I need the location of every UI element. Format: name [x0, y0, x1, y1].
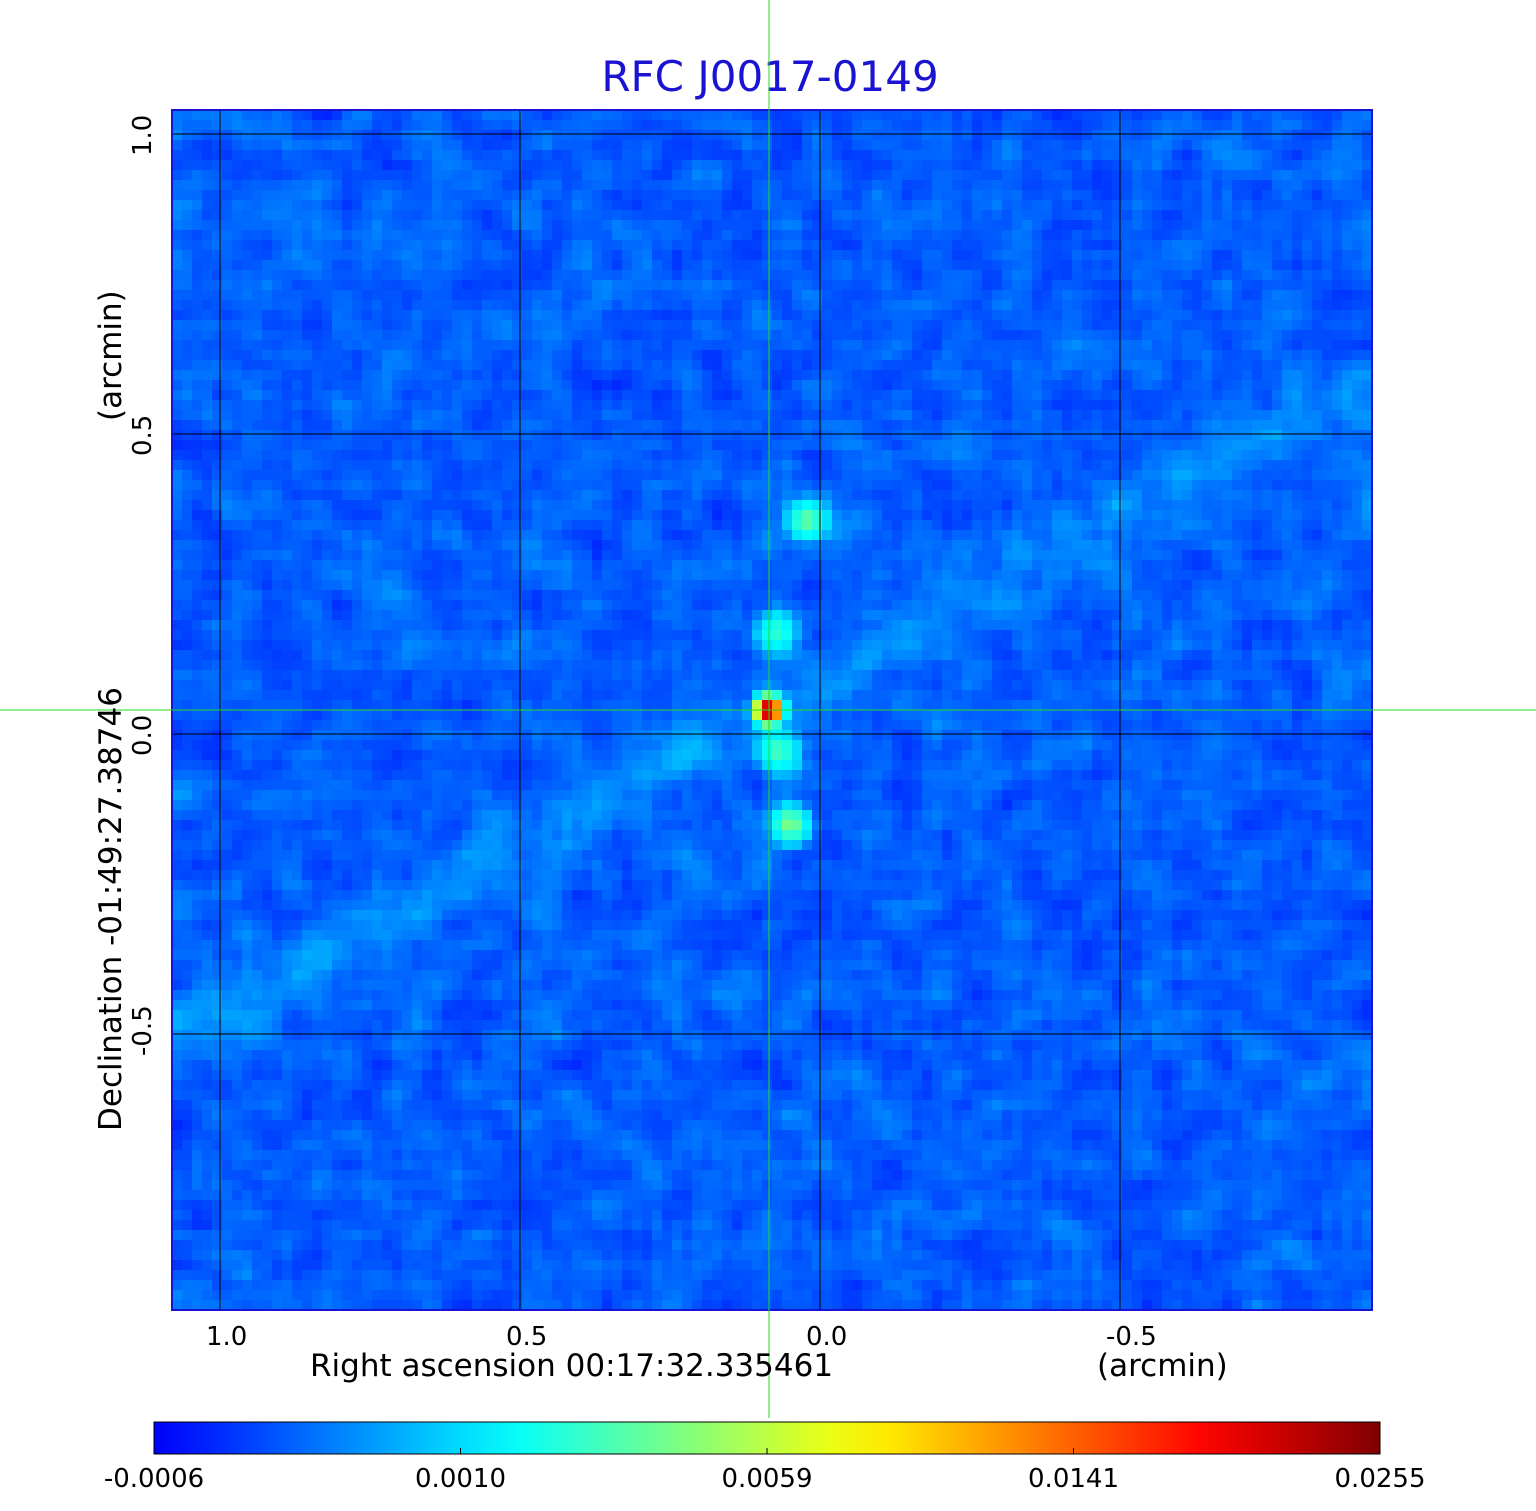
y-axis-unit: (arcmin)	[93, 290, 129, 421]
y-tick-label: 1.0	[128, 114, 158, 156]
x-axis-unit: (arcmin)	[1097, 1348, 1228, 1384]
colorbar-tick-label: 0.0141	[1028, 1464, 1119, 1494]
y-tick-label: -0.5	[128, 1005, 158, 1056]
x-tick-label: -0.5	[1106, 1322, 1157, 1352]
y-tick-label: 0.0	[128, 714, 158, 756]
x-tick-label: 0.5	[506, 1322, 548, 1352]
colorbar-tick-label: 0.0059	[721, 1464, 813, 1494]
x-axis-label: Right ascension 00:17:32.335461	[310, 1348, 834, 1384]
y-axis-label: Declination -01:49:27.38746	[93, 687, 129, 1131]
colorbar-tick-label: 0.0010	[415, 1464, 506, 1494]
colorbar-tick-label: 0.0255	[1334, 1464, 1426, 1494]
colorbar-tick-label: -0.0006	[103, 1464, 205, 1494]
y-tick-label: 0.5	[128, 414, 158, 456]
x-tick-label: 1.0	[206, 1322, 248, 1352]
x-tick-label: 0.0	[806, 1322, 848, 1352]
chart-title: RFC J0017-0149	[601, 52, 939, 101]
